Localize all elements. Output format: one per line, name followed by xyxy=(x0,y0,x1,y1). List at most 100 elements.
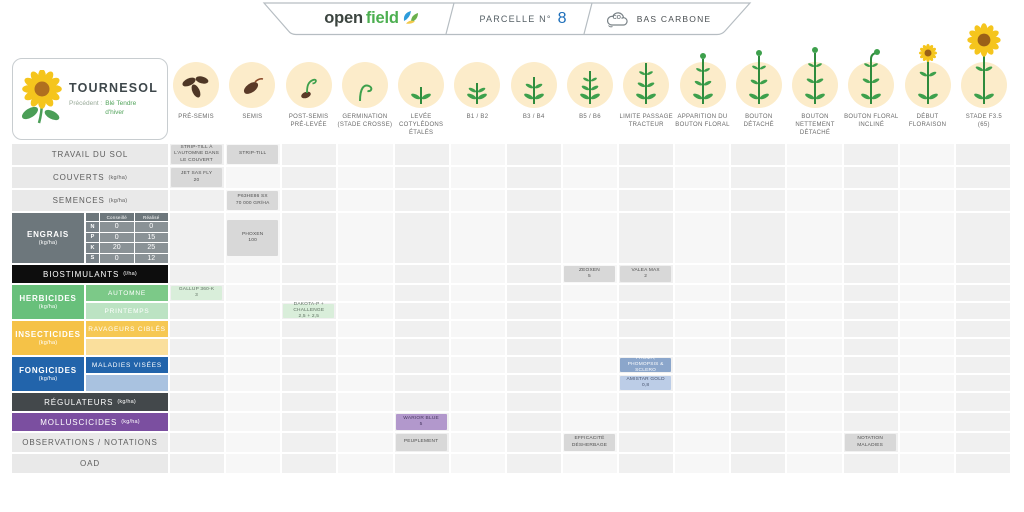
grid-column xyxy=(562,190,620,211)
parcelle-tab[interactable]: PARCELLE N° 8 xyxy=(458,2,588,35)
sunflower-icon xyxy=(960,23,1007,108)
grid-column xyxy=(787,303,844,319)
logo-text-field: field xyxy=(365,9,399,27)
grid-column xyxy=(338,413,395,431)
grid-column xyxy=(562,321,620,337)
grid-column xyxy=(338,433,395,452)
grid-column xyxy=(675,454,732,473)
stage-label: APPARITION DU BOUTON FLORAL xyxy=(675,114,730,129)
grid-column: JET SAS FLY 20 xyxy=(170,167,227,188)
grid-column xyxy=(899,285,956,301)
grid-column xyxy=(338,265,395,283)
stage-label: BOUTON FLORAL INCLINÉ xyxy=(844,114,899,129)
timeline-grid xyxy=(170,321,1012,337)
timeline-grid: GALLUP 360-K 3 xyxy=(170,285,1012,301)
grid-column xyxy=(226,285,283,301)
openfield-logo[interactable]: open field xyxy=(292,2,450,35)
stage-label: B3 / B4 xyxy=(522,114,545,120)
row-label-observations-notations: OBSERVATIONS / NOTATIONS xyxy=(12,433,168,452)
grid-column xyxy=(843,357,900,373)
crop-card: TOURNESOL Précédent : Blé Tendre d'hiver xyxy=(12,58,168,140)
grid-column xyxy=(955,144,1012,165)
grid-column xyxy=(170,375,227,391)
grid-column xyxy=(282,167,339,188)
banner-divider xyxy=(445,2,455,35)
treatment-chip: EFFICACITÉ DÉSHERBAGE xyxy=(563,434,616,451)
grid-column xyxy=(282,413,339,431)
grid-column xyxy=(619,454,676,473)
grid-column xyxy=(731,303,788,319)
crosse-icon xyxy=(341,62,388,108)
row-title: MOLLUSCICIDES xyxy=(40,417,118,427)
bloom-icon xyxy=(904,43,951,108)
timeline-rows: TRAVAIL DU SOL STRIP-TILL À L'AUTOMNE DAN… xyxy=(12,144,1012,473)
category-row: ENGRAIS (kg/ha) Conseillé Réalisé N 0 0 P 0 15 K 20… xyxy=(12,213,1012,263)
grid-column xyxy=(226,265,283,283)
grid-column xyxy=(562,213,620,263)
grid-column xyxy=(731,285,788,301)
grid-column xyxy=(226,393,283,411)
grid-column xyxy=(955,285,1012,301)
timeline-grid: DAKOTA-P + CHALLENGE 2,5 + 2,5 xyxy=(170,302,1012,319)
grid-column xyxy=(955,413,1012,431)
grid-column: STRIP-TILL À L'AUTOMNE DANS LE COUVERT xyxy=(170,144,227,165)
grid-column xyxy=(843,339,900,355)
treatment-chip: P63HE86 SX 70 000 GR/HA xyxy=(227,191,279,210)
grid-column xyxy=(394,167,451,188)
grid-column xyxy=(787,339,844,355)
row-label-semences: SEMENCES (kg/ha) xyxy=(12,190,168,211)
grid-column xyxy=(843,303,900,319)
grid-column xyxy=(675,213,732,263)
grid-column xyxy=(731,265,788,283)
grid-column xyxy=(506,190,563,211)
grid-column xyxy=(675,303,732,319)
grid-column xyxy=(282,433,339,452)
grid-column xyxy=(450,190,507,211)
grid-column xyxy=(450,144,507,165)
engrais-corner xyxy=(86,213,99,221)
category-row: COUVERTS (kg/ha) JET SAS FLY 20 xyxy=(12,167,1012,188)
subrow-header: MALADIES VISÉES xyxy=(86,357,168,373)
grid-column xyxy=(899,413,956,431)
grid-column xyxy=(955,433,1012,452)
grid-column xyxy=(731,433,788,452)
grid-column xyxy=(843,393,900,411)
grid-column xyxy=(899,190,956,211)
grid-column xyxy=(787,433,844,452)
treatment-chip: STRIP-TILL À L'AUTOMNE DANS LE COUVERT xyxy=(171,145,223,164)
grid-column xyxy=(619,321,676,337)
row-unit: (kg/ha) xyxy=(38,304,58,310)
grid-column xyxy=(394,357,451,373)
row-label-oad: OAD xyxy=(12,454,168,473)
stage-column: APPARITION DU BOUTON FLORAL xyxy=(674,53,730,137)
category-row: OBSERVATIONS / NOTATIONS PEUPLEMENT EFFICA… xyxy=(12,433,1012,452)
grid-column xyxy=(955,265,1012,283)
sprout-icon xyxy=(285,62,332,108)
grid-column: AMISTAR GOLD 0,8 xyxy=(619,375,676,391)
grid-column xyxy=(843,144,900,165)
grid-column xyxy=(843,167,900,188)
grid-column xyxy=(787,454,844,473)
grid-column xyxy=(731,357,788,373)
bas-carbone-tab[interactable]: CO₂ BAS CARBONE xyxy=(596,2,720,35)
grid-column xyxy=(338,213,395,263)
grid-column xyxy=(282,265,339,283)
grid-column xyxy=(338,190,395,211)
treatment-chip: PHOMA, PHOMOPSIS & SCLERO xyxy=(620,356,672,373)
grid-column xyxy=(170,339,227,355)
category-row: RÉGULATEURS (kg/ha) xyxy=(12,393,1012,411)
grid-column xyxy=(450,167,507,188)
grid-column xyxy=(843,454,900,473)
grid-column xyxy=(506,454,563,473)
row-title: COUVERTS xyxy=(52,173,105,182)
grid-column xyxy=(170,454,227,473)
cotyledons-icon xyxy=(398,62,445,108)
grid-column: PEUPLEMENT xyxy=(394,433,451,452)
timeline-grid xyxy=(170,454,1012,473)
grid-column xyxy=(787,321,844,337)
grid-column xyxy=(899,393,956,411)
stage-column: B5 / B6 xyxy=(562,56,618,137)
row-title: SEMENCES xyxy=(52,196,105,205)
grid-column xyxy=(899,265,956,283)
